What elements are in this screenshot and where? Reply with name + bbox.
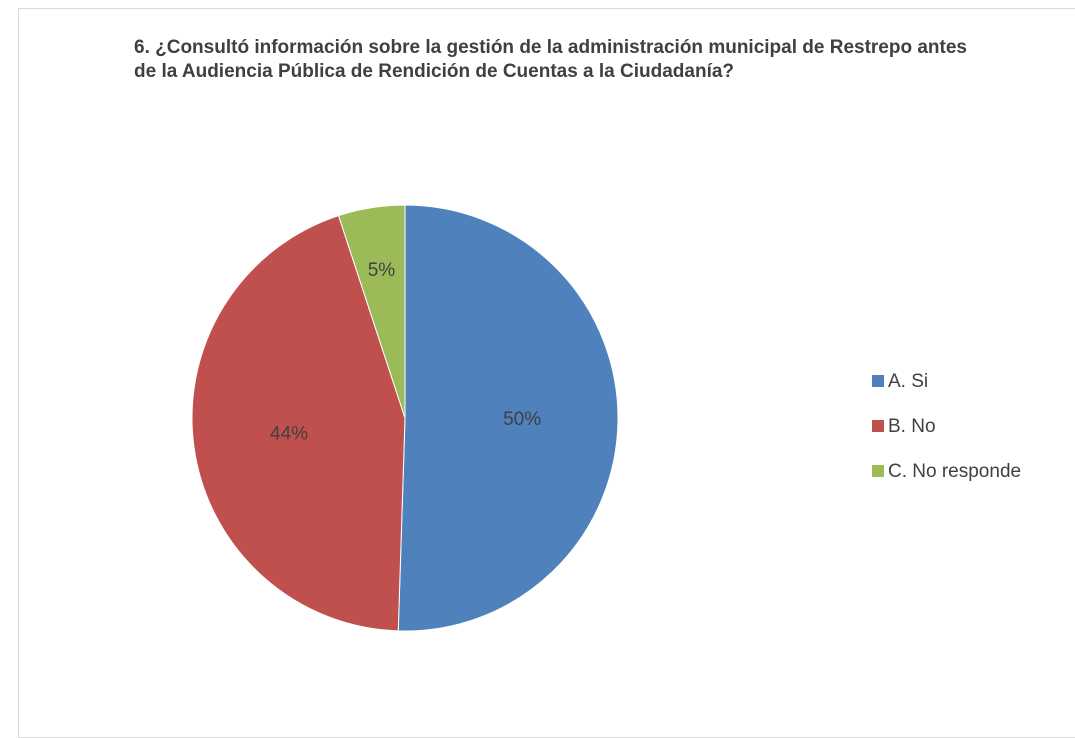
pie-slice [191,215,406,632]
legend-label: A. Si [888,371,928,392]
data-label: 50% [503,409,541,430]
chart-title: 6. ¿Consultó información sobre la gestió… [134,37,967,82]
legend-swatch [872,375,884,387]
legend-label: B. No [888,416,936,437]
legend-swatch [872,420,884,432]
pie-slice [397,204,619,632]
legend-swatch [872,465,884,477]
pie-slice [337,204,406,419]
data-label: 44% [270,424,308,445]
data-label: 5% [368,260,396,281]
legend-label: C. No responde [888,461,1021,482]
